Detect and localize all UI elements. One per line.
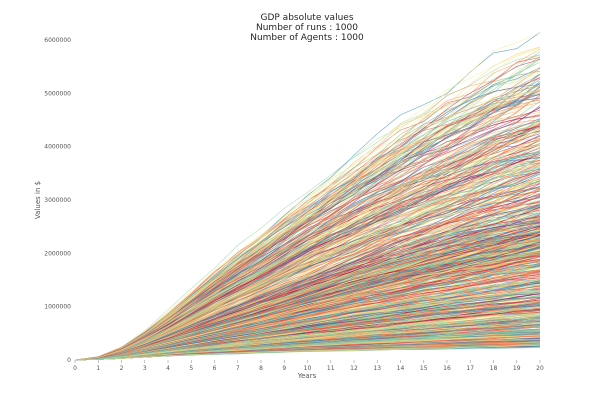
- series-line: [74, 148, 541, 361]
- series-line: [74, 164, 541, 361]
- x-tick-label: 1: [96, 365, 100, 372]
- series-line: [74, 94, 541, 361]
- chart-title-line-2: Number of runs : 1000: [256, 23, 358, 33]
- series-line: [74, 66, 541, 361]
- x-tick-label: 19: [513, 365, 521, 372]
- series-line: [74, 306, 541, 361]
- series-line: [74, 344, 541, 361]
- x-tick-label: 4: [166, 365, 170, 372]
- chart-title-line-1: GDP absolute values: [260, 13, 353, 23]
- series-line: [74, 89, 541, 361]
- series-line: [74, 218, 541, 361]
- y-tick-label: 2000000: [44, 250, 71, 257]
- series-line: [74, 166, 541, 361]
- series-line: [74, 221, 541, 361]
- y-tick-label: 4000000: [44, 144, 71, 151]
- x-tick-label: 12: [350, 365, 358, 372]
- series-line: [74, 145, 541, 361]
- x-tick-label: 7: [236, 365, 240, 372]
- series-line: [74, 279, 541, 361]
- series-line: [74, 331, 541, 361]
- series-line: [74, 125, 541, 361]
- x-axis-ticks: 0 1 2 3 4 5 6 7 8 9 10 11 12 13 14 15 16 17 18 19 20: [73, 360, 544, 372]
- y-tick-label: 6000000: [44, 37, 71, 44]
- series-line: [74, 335, 541, 361]
- x-tick-label: 3: [143, 365, 147, 372]
- series-lines: [74, 32, 541, 361]
- x-tick-label: 2: [120, 365, 124, 372]
- x-tick-label: 6: [213, 365, 217, 372]
- series-line: [74, 312, 541, 361]
- y-tick-label: 0: [67, 357, 71, 364]
- x-tick-label: 5: [189, 365, 193, 372]
- x-tick-label: 13: [373, 365, 381, 372]
- series-line: [74, 72, 541, 361]
- series-line: [74, 246, 541, 361]
- x-axis-label: Years: [297, 372, 317, 380]
- x-tick-label: 0: [73, 365, 77, 372]
- y-tick-label: 1000000: [44, 304, 71, 311]
- x-tick-label: 17: [466, 365, 474, 372]
- chart-title-line-3: Number of Agents : 1000: [250, 33, 364, 43]
- series-line: [74, 282, 541, 361]
- series-line: [74, 90, 541, 361]
- series-line: [74, 32, 541, 361]
- series-line: [74, 250, 541, 361]
- series-line: [74, 270, 541, 361]
- x-tick-label: 10: [304, 365, 312, 372]
- series-line: [74, 93, 541, 361]
- x-tick-label: 14: [397, 365, 405, 372]
- y-axis-ticks: 0 1000000 2000000 3000000 4000000 5000000 6000…: [44, 37, 71, 364]
- series-line: [74, 57, 541, 361]
- x-tick-label: 11: [327, 365, 335, 372]
- series-line: [74, 48, 541, 361]
- y-tick-label: 5000000: [44, 90, 71, 97]
- series-line: [74, 311, 541, 361]
- x-tick-label: 16: [443, 365, 451, 372]
- x-tick-label: 9: [282, 365, 286, 372]
- series-line: [74, 200, 541, 361]
- y-axis-label: Values in $: [34, 181, 42, 219]
- series-line: [74, 164, 541, 361]
- x-tick-label: 15: [420, 365, 428, 372]
- series-line: [74, 192, 541, 361]
- x-tick-label: 8: [259, 365, 263, 372]
- series-line: [74, 295, 541, 361]
- x-tick-label: 20: [536, 365, 544, 372]
- x-tick-label: 18: [490, 365, 498, 372]
- series-line: [74, 86, 541, 361]
- series-line: [74, 217, 541, 361]
- series-line: [74, 154, 541, 361]
- series-line: [74, 324, 541, 361]
- series-line: [74, 232, 541, 361]
- y-tick-label: 3000000: [44, 197, 71, 204]
- series-line: [74, 285, 541, 361]
- series-line: [74, 243, 541, 361]
- series-line: [74, 286, 541, 361]
